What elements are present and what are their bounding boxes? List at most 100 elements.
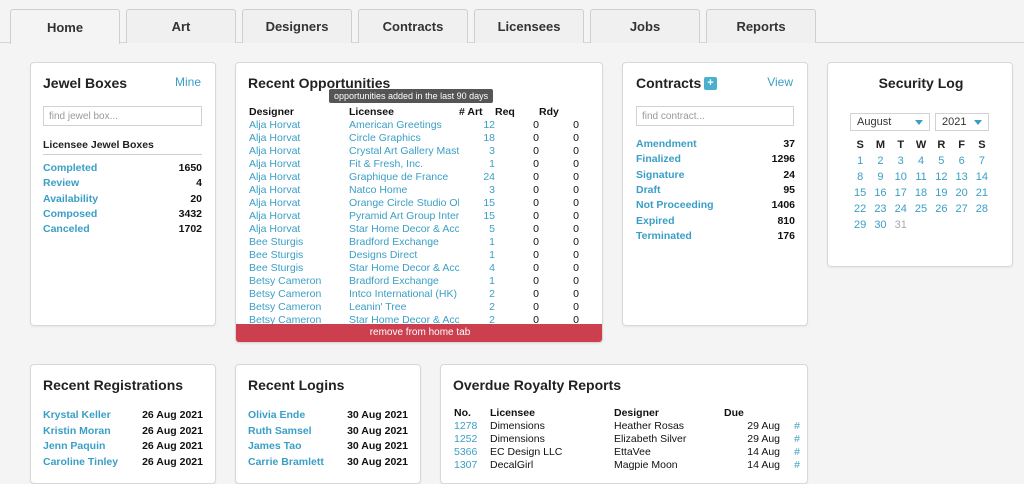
royalty-detail-link[interactable]: #	[794, 420, 800, 432]
jewel-status-label[interactable]: Availability	[43, 192, 99, 205]
contract-status-label[interactable]: Finalized	[636, 153, 681, 166]
calendar-day[interactable]: 15	[854, 187, 867, 199]
contract-status-label[interactable]: Signature	[636, 168, 685, 181]
calendar-day[interactable]: 4	[917, 155, 925, 167]
licensee-cell[interactable]: Leanin' Tree	[349, 301, 407, 313]
tab-designers[interactable]: Designers	[242, 9, 352, 43]
contract-status-row[interactable]: Finalized 1296	[636, 152, 795, 167]
royalty-row[interactable]: 5366 EC Design LLC EttaVee 14 Aug #	[454, 446, 800, 459]
art-count-cell[interactable]: 3	[489, 145, 495, 157]
designer-cell[interactable]: Bee Sturgis	[249, 236, 304, 248]
calendar-day[interactable]: 25	[914, 203, 928, 215]
opportunity-row[interactable]: Alja Horvat Orange Circle Studio Oh 15 0 0	[249, 197, 579, 210]
licensee-cell[interactable]: Natco Home	[349, 184, 408, 196]
col-designer[interactable]: Designer	[614, 407, 659, 419]
login-row[interactable]: Olivia Ende 30 Aug 2021	[248, 408, 408, 423]
art-count-cell[interactable]: 1	[489, 158, 495, 170]
registration-name[interactable]: Caroline Tinley	[43, 455, 119, 468]
calendar-day[interactable]: 17	[894, 187, 907, 199]
year-select[interactable]: 2021	[935, 113, 989, 131]
col-req[interactable]: Req	[495, 106, 515, 118]
licensee-cell[interactable]: Graphique de France	[349, 171, 449, 183]
licensee-cell[interactable]: Bradford Exchange	[349, 275, 439, 287]
registration-row[interactable]: Krystal Keller 26 Aug 2021	[43, 408, 203, 423]
login-name[interactable]: Carrie Bramlett	[248, 455, 324, 468]
calendar-day[interactable]: 28	[975, 203, 989, 215]
calendar-day[interactable]: 23	[874, 203, 887, 215]
designer-cell[interactable]: Betsy Cameron	[249, 288, 322, 300]
licensee-cell[interactable]: Bradford Exchange	[349, 236, 439, 248]
login-row[interactable]: Carrie Bramlett 30 Aug 2021	[248, 455, 408, 470]
opportunity-row[interactable]: Alja Horvat Natco Home 3 0 0	[249, 184, 579, 197]
contracts-view-link[interactable]: View	[767, 75, 793, 89]
jewel-status-label[interactable]: Composed	[43, 207, 98, 220]
licensee-cell[interactable]: Fit & Fresh, Inc.	[349, 158, 424, 170]
tab-jobs[interactable]: Jobs	[590, 9, 700, 43]
licensee-cell[interactable]: Star Home Decor & Acce	[349, 223, 459, 235]
col-due[interactable]: Due	[724, 407, 744, 419]
licensee-cell[interactable]: Orange Circle Studio Oh	[349, 197, 459, 209]
tab-art[interactable]: Art	[126, 9, 236, 43]
designer-cell[interactable]: Alja Horvat	[249, 197, 301, 209]
report-number[interactable]: 1278	[454, 420, 478, 432]
designer-cell[interactable]: Alja Horvat	[249, 223, 301, 235]
calendar-day[interactable]: 29	[854, 219, 867, 231]
tab-home[interactable]: Home	[10, 9, 120, 44]
contract-status-row[interactable]: Not Proceeding 1406	[636, 198, 795, 213]
col-licensee[interactable]: Licensee	[349, 106, 394, 118]
calendar-day[interactable]: 3	[897, 155, 904, 167]
opportunity-row[interactable]: Alja Horvat Star Home Decor & Acce 5 0 0	[249, 223, 579, 236]
calendar-day[interactable]: 1	[857, 155, 864, 167]
col-licensee[interactable]: Licensee	[490, 407, 535, 419]
designer-cell[interactable]: Alja Horvat	[249, 184, 301, 196]
art-count-cell[interactable]: 15	[483, 197, 495, 209]
calendar-day[interactable]: 30	[874, 219, 887, 231]
licensee-cell[interactable]: Crystal Art Gallery Maste	[349, 145, 459, 157]
calendar-day[interactable]: 22	[854, 203, 867, 215]
calendar-day[interactable]: 11	[915, 171, 927, 183]
art-count-cell[interactable]: 1	[489, 275, 495, 287]
royalty-row[interactable]: 1278 Dimensions Heather Rosas 29 Aug #	[454, 420, 800, 433]
jewel-status-row[interactable]: Composed 3432	[43, 207, 202, 222]
calendar-day[interactable]: 12	[935, 171, 948, 183]
art-count-cell[interactable]: 3	[489, 184, 495, 196]
jewel-mine-link[interactable]: Mine	[174, 75, 201, 89]
calendar-day[interactable]: 7	[978, 155, 985, 167]
designer-cell[interactable]: Betsy Cameron	[249, 301, 322, 313]
opportunity-row[interactable]: Betsy Cameron Bradford Exchange 1 0 0	[249, 275, 579, 288]
contract-status-row[interactable]: Amendment 37	[636, 137, 795, 152]
contract-status-label[interactable]: Amendment	[636, 138, 697, 150]
contract-status-label[interactable]: Terminated	[636, 229, 692, 242]
opportunity-row[interactable]: Betsy Cameron Star Home Decor & Acce 2 0 0	[249, 314, 579, 326]
calendar-day[interactable]: 14	[975, 171, 989, 183]
contract-status-row[interactable]: Signature 24	[636, 168, 795, 183]
art-count-cell[interactable]: 1	[489, 236, 495, 248]
contract-status-row[interactable]: Draft 95	[636, 183, 795, 198]
contract-status-row[interactable]: Expired 810	[636, 214, 795, 229]
art-count-cell[interactable]: 2	[489, 301, 495, 313]
designer-cell[interactable]: Alja Horvat	[249, 210, 301, 222]
contract-status-label[interactable]: Draft	[636, 183, 661, 196]
royalty-detail-link[interactable]: #	[794, 433, 800, 445]
opportunity-row[interactable]: Bee Sturgis Star Home Decor & Acce 4 0 0	[249, 262, 579, 275]
art-count-cell[interactable]: 2	[489, 314, 495, 326]
designer-cell[interactable]: Alja Horvat	[249, 145, 301, 157]
calendar-day[interactable]: 24	[894, 203, 907, 215]
contract-status-label[interactable]: Not Proceeding	[636, 199, 714, 212]
calendar-day[interactable]: 10	[894, 171, 907, 183]
royalty-row[interactable]: 1307 DecalGirl Magpie Moon 14 Aug #	[454, 459, 800, 472]
calendar-day[interactable]: 19	[935, 187, 948, 199]
opportunity-row[interactable]: Alja Horvat Circle Graphics 18 0 0	[249, 132, 579, 145]
licensee-cell[interactable]: Pyramid Art Group Intern	[349, 210, 459, 222]
col-art-count[interactable]: # Art	[459, 106, 483, 118]
registration-name[interactable]: Kristin Moran	[43, 424, 111, 437]
licensee-cell[interactable]: Circle Graphics	[349, 132, 421, 144]
col-no[interactable]: No.	[454, 407, 471, 419]
opportunity-row[interactable]: Bee Sturgis Bradford Exchange 1 0 0	[249, 236, 579, 249]
calendar-day[interactable]: 5	[938, 155, 945, 167]
licensee-cell[interactable]: American Greetings	[349, 119, 442, 131]
royalty-detail-link[interactable]: #	[794, 459, 800, 471]
registration-name[interactable]: Jenn Paquin	[43, 440, 106, 452]
report-number[interactable]: 1252	[454, 433, 478, 445]
calendar-day[interactable]: 16	[874, 187, 887, 199]
